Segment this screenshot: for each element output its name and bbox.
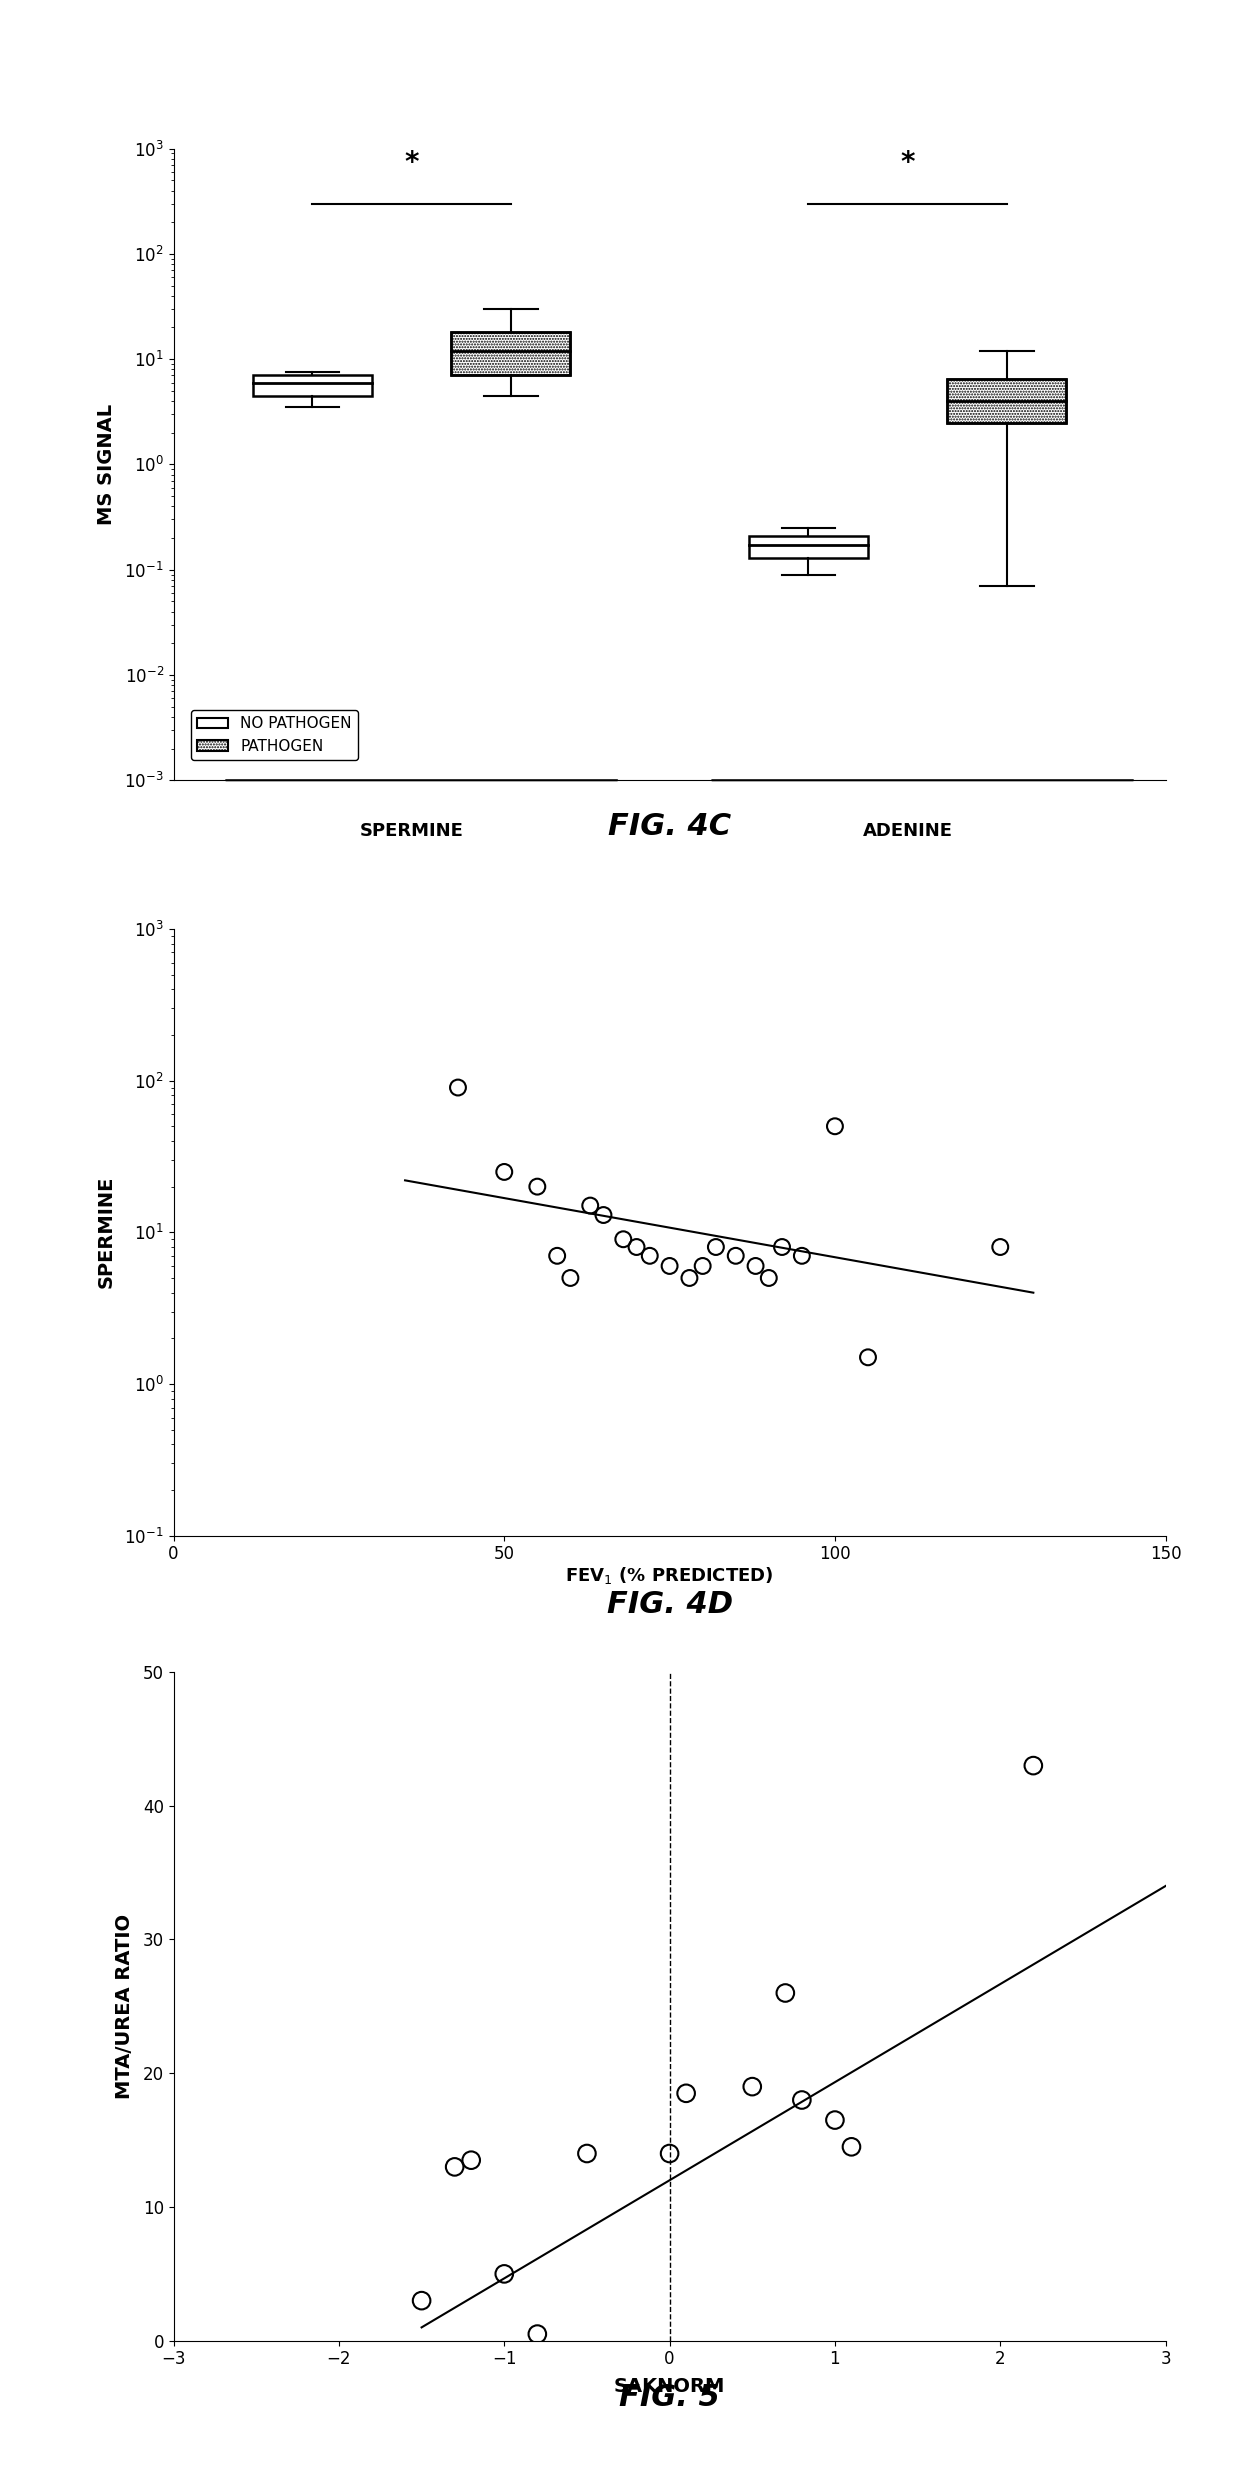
Text: ADENINE: ADENINE: [863, 822, 952, 840]
Point: [527, 1167, 547, 1206]
Point: [560, 1258, 580, 1298]
Text: *: *: [900, 149, 915, 176]
Point: [580, 1186, 600, 1226]
Point: [547, 1236, 567, 1276]
Y-axis label: MTA/UREA RATIO: MTA/UREA RATIO: [115, 1915, 134, 2098]
Y-axis label: SPERMINE: SPERMINE: [97, 1177, 117, 1288]
Point: [725, 1236, 745, 1276]
Point: [773, 1226, 792, 1266]
Point: [461, 2140, 481, 2180]
Point: [660, 1246, 680, 1286]
Y-axis label: MS SIGNAL: MS SIGNAL: [97, 404, 117, 525]
Point: [825, 1107, 844, 1147]
Legend: NO PATHOGEN, PATHOGEN: NO PATHOGEN, PATHOGEN: [191, 711, 357, 760]
Point: [660, 2133, 680, 2172]
Point: [842, 2128, 862, 2167]
Point: [626, 1226, 646, 1266]
Bar: [253, 377, 372, 396]
Bar: [451, 332, 570, 377]
Point: [745, 1246, 765, 1286]
Bar: [451, 332, 570, 377]
Point: [614, 1219, 634, 1258]
Point: [445, 2148, 465, 2187]
Point: [495, 2254, 515, 2294]
Point: [792, 2081, 812, 2120]
Point: [693, 1246, 713, 1286]
Point: [759, 1258, 779, 1298]
Text: FIG. 4D: FIG. 4D: [606, 1590, 733, 1620]
Point: [1023, 1746, 1043, 1786]
Point: [640, 1236, 660, 1276]
Point: [792, 1236, 812, 1276]
Text: *: *: [404, 149, 419, 176]
X-axis label: SAKNORM: SAKNORM: [614, 2378, 725, 2395]
Point: [991, 1226, 1011, 1266]
Point: [858, 1338, 878, 1377]
Point: [743, 2066, 763, 2105]
Text: FIG. 5: FIG. 5: [619, 2383, 720, 2413]
Point: [825, 2100, 844, 2140]
Bar: [749, 535, 868, 557]
Point: [775, 1974, 795, 2014]
Point: [527, 2314, 547, 2353]
Text: FEV$_1$ (% PREDICTED): FEV$_1$ (% PREDICTED): [565, 1565, 774, 1585]
Bar: [947, 379, 1066, 424]
Point: [676, 2073, 696, 2113]
Point: [706, 1226, 725, 1266]
Bar: [947, 379, 1066, 424]
Text: FIG. 4C: FIG. 4C: [608, 812, 732, 842]
Point: [412, 2281, 432, 2321]
Point: [448, 1068, 467, 1107]
Point: [680, 1258, 699, 1298]
Point: [577, 2133, 596, 2172]
Point: [594, 1196, 614, 1236]
Point: [495, 1152, 515, 1191]
Text: SPERMINE: SPERMINE: [360, 822, 464, 840]
